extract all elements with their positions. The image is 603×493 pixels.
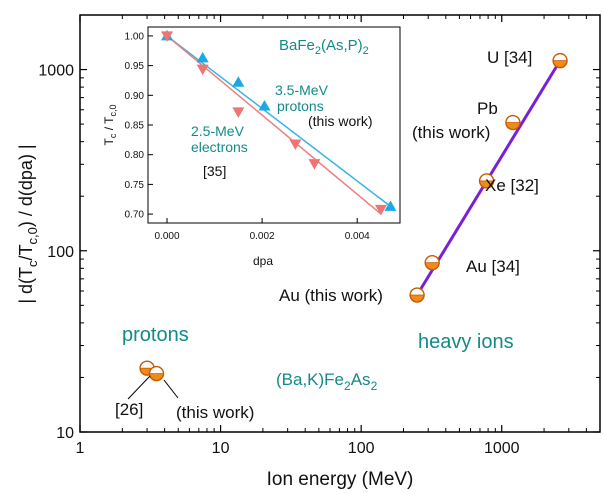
main-plot-frame <box>79 14 601 433</box>
inset-marker-protons <box>384 200 397 211</box>
leader-line-proton-ref <box>127 375 151 400</box>
point-label-proton-ref: [26] <box>115 400 143 419</box>
inset-marker-protons <box>196 51 209 63</box>
point-label-au-34: Au [34] <box>466 257 520 276</box>
inset-frame <box>147 26 401 224</box>
point-label-xe-32: Xe [32] <box>485 176 539 195</box>
inset-plot: 0.000 0.002 0.004 0.70 0.75 0.80 0.85 0.90 0.95… <box>102 26 401 268</box>
main-y-axis-label: | d(Tc/Tc,0) / d(dpa) | <box>16 144 40 303</box>
main-x-tick-label: 1000 <box>484 440 520 457</box>
point-label-u-34: U [34] <box>487 48 532 67</box>
inset-y-ticks: 0.70 0.75 0.80 0.85 0.90 0.95 1.00 <box>125 31 153 221</box>
inset-y-tick-label: 0.95 <box>125 61 145 72</box>
point-label-pb-line2: (this work) <box>412 123 490 142</box>
inset-series-protons-line2: protons <box>277 98 324 114</box>
inset-marker-electrons <box>374 204 387 216</box>
inset-y-tick-label: 0.85 <box>125 121 145 132</box>
main-y-ticks: 10 100 1000 <box>38 14 600 442</box>
inset-marker-protons <box>258 99 271 111</box>
main-x-ticks: 1 10 100 1000 <box>76 15 601 457</box>
inset-compound-label: BaFe2(As,P)2 <box>279 37 369 57</box>
inset-series-protons-line1: 3.5-MeV <box>275 82 329 98</box>
inset-marker-electrons <box>232 107 245 118</box>
inset-marker-protons <box>232 76 245 87</box>
inset-y-tick-label: 1.00 <box>125 31 145 42</box>
data-point-heavy-ions <box>552 52 568 69</box>
data-point-protons <box>148 365 165 382</box>
main-x-tick-label: 10 <box>212 440 230 457</box>
main-y-tick-label: 1000 <box>38 63 74 80</box>
inset-y-axis-label: Tc / Tc,0 <box>102 105 118 146</box>
inset-y-tick-label: 0.80 <box>125 150 145 161</box>
inset-x-tick-label: 0.002 <box>250 231 275 242</box>
inset-series-electrons-line1: 2.5-MeV <box>191 123 245 139</box>
inset-x-ticks: 0.000 0.002 0.004 <box>155 218 370 242</box>
main-x-tick-label: 1 <box>76 440 85 457</box>
inset-y-tick-label: 0.70 <box>125 210 145 221</box>
inset-marker-electrons <box>289 139 302 151</box>
inset-fit-line-protons <box>166 35 391 207</box>
inset-series-protons-line3: (this work) <box>308 113 373 129</box>
main-y-tick-label: 10 <box>56 425 74 442</box>
data-point-heavy-ions <box>409 287 425 303</box>
point-label-pb-line1: Pb <box>477 99 498 118</box>
inset-x-tick-label: 0.004 <box>345 231 370 242</box>
data-point-heavy-ions <box>424 254 440 271</box>
inset-x-axis-label: dpa <box>253 254 273 268</box>
main-data-points <box>139 52 568 382</box>
annotation-protons: protons <box>122 324 189 346</box>
inset-series-electrons-line3: [35] <box>203 163 226 179</box>
point-label-proton-this-work: (this work) <box>176 403 254 422</box>
main-x-tick-label: 100 <box>348 440 375 457</box>
inset-x-tick-label: 0.000 <box>155 231 180 242</box>
point-label-au-this-work: Au (this work) <box>279 286 383 305</box>
inset-marker-electrons <box>308 159 321 170</box>
data-point-heavy-ions <box>478 173 495 189</box>
main-y-tick-label: 100 <box>47 244 74 261</box>
annotation-compound-bak: (Ba,K)Fe2As2 <box>276 370 378 393</box>
inset-series-electrons-line2: electrons <box>191 139 248 155</box>
inset-marker-electrons <box>161 31 174 42</box>
data-point-heavy-ions <box>505 114 521 131</box>
annotation-heavy-ions: heavy ions <box>418 331 514 353</box>
inset-marker-electrons <box>196 64 209 76</box>
inset-data-points <box>161 29 397 216</box>
main-x-axis-label: Ion energy (MeV) <box>267 469 414 490</box>
leader-line-proton-this-work <box>163 379 179 399</box>
inset-y-tick-label: 0.75 <box>125 180 145 191</box>
inset-y-tick-label: 0.90 <box>125 91 145 102</box>
